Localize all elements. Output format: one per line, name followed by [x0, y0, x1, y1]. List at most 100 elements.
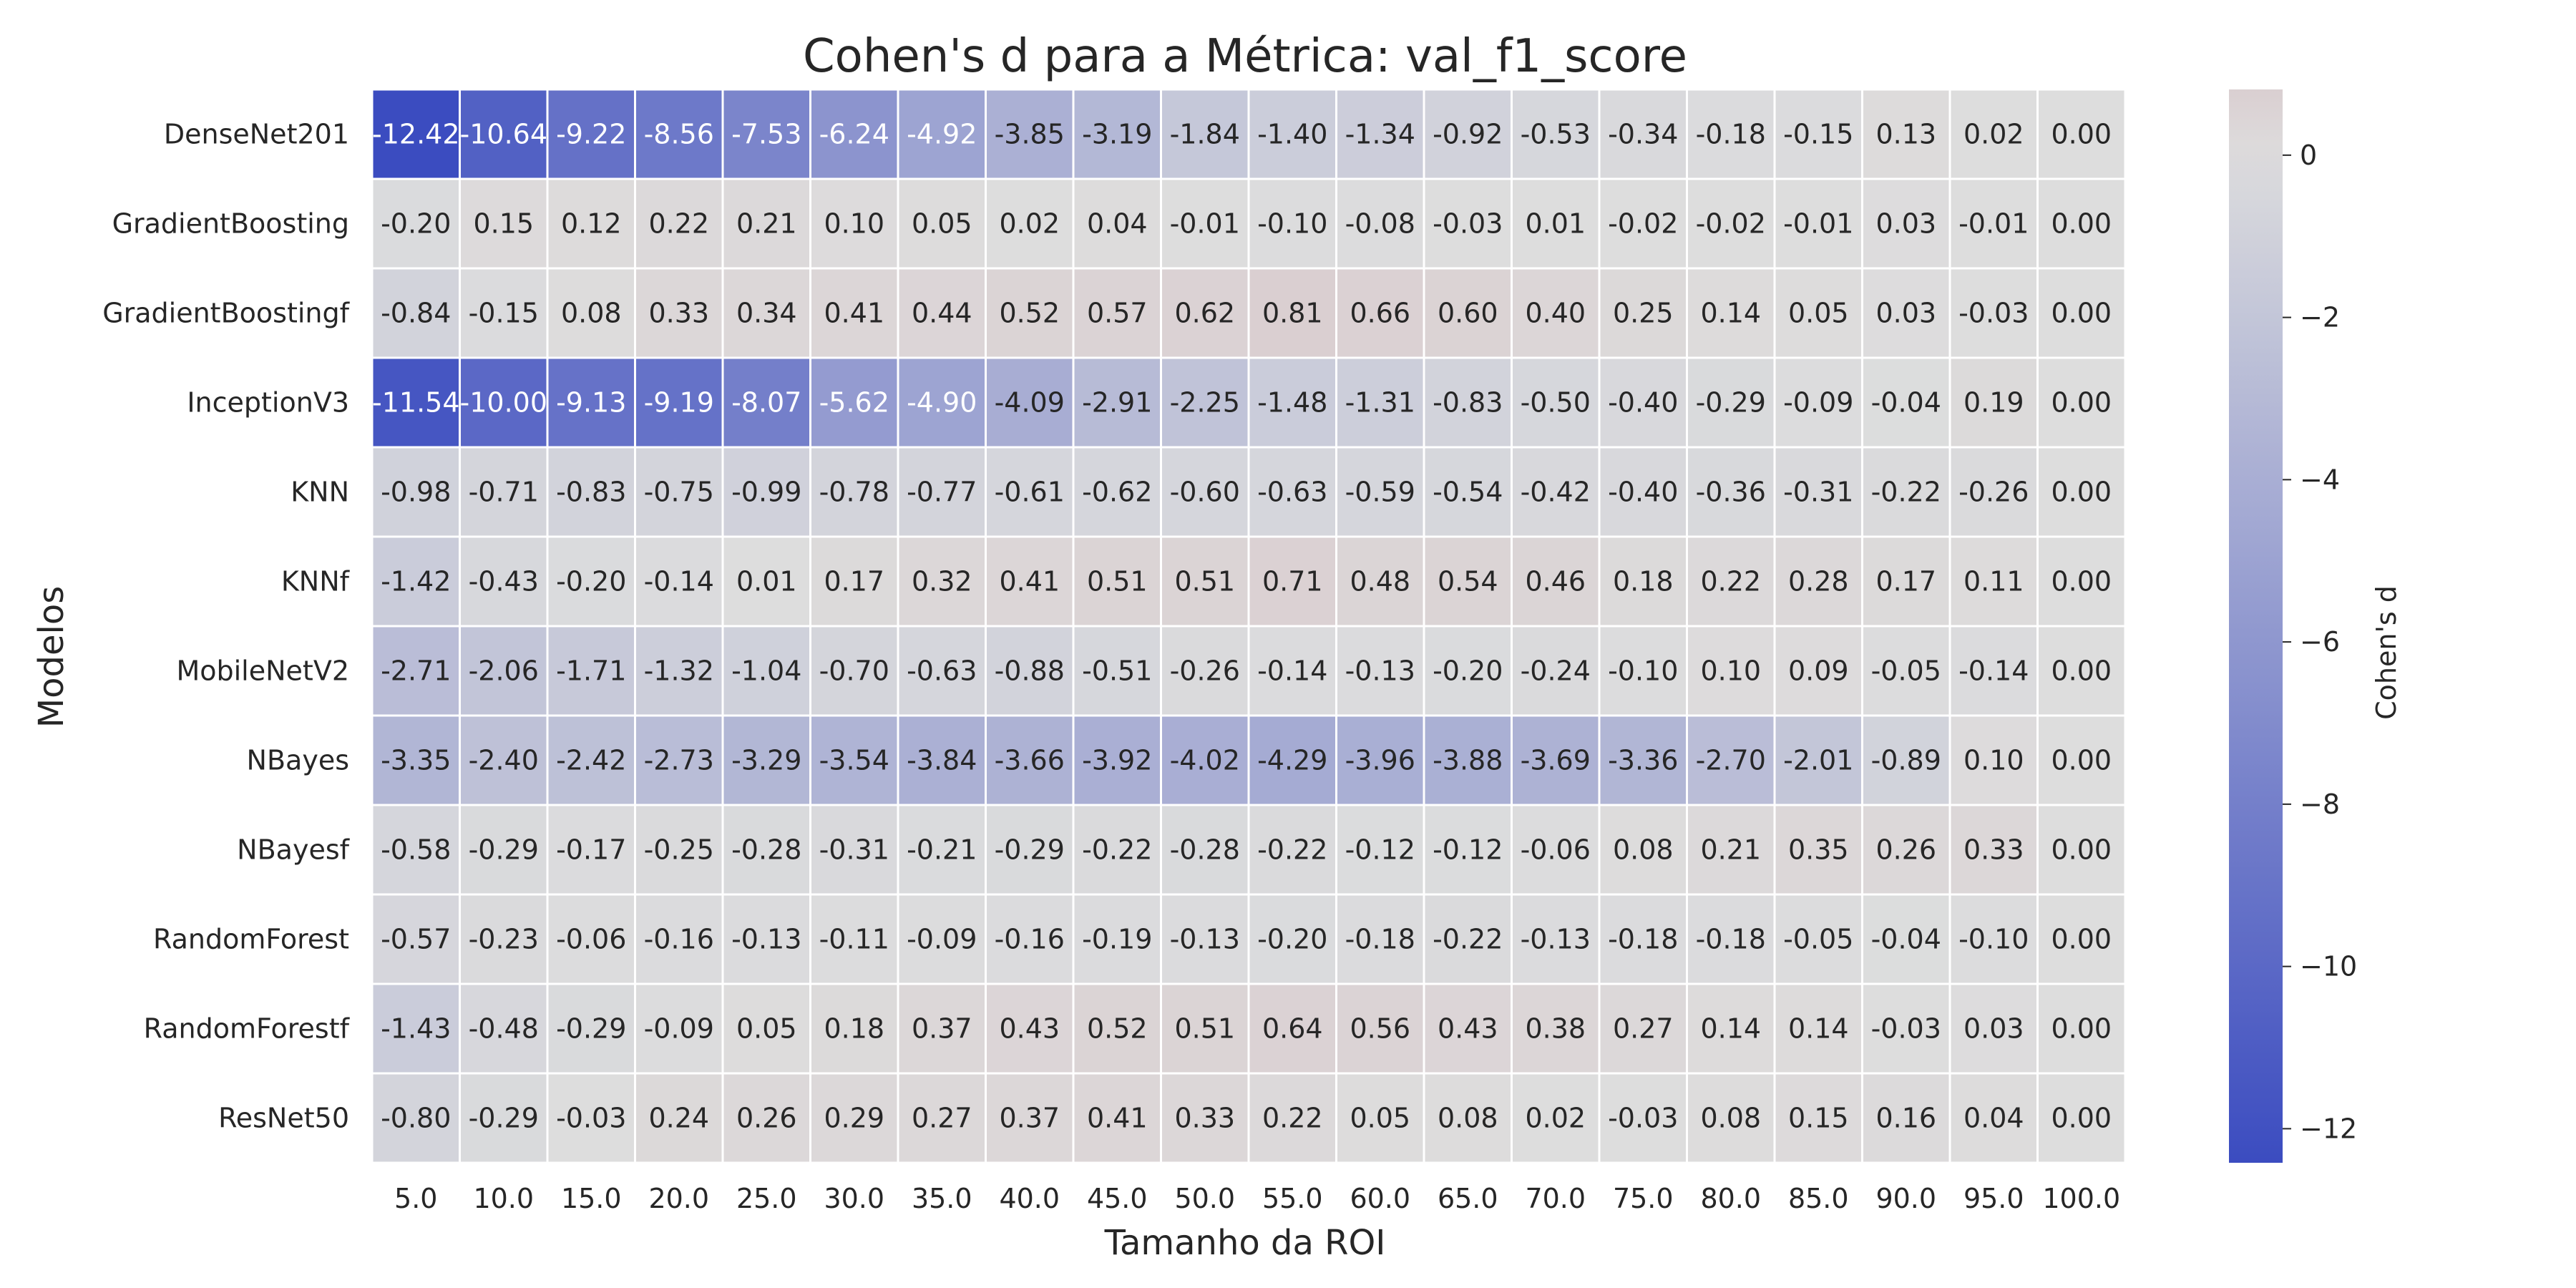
cell-value-label: -3.36 [1608, 745, 1678, 776]
x-tick-label: 100.0 [2042, 1183, 2120, 1214]
heatmap-cell [1598, 714, 1688, 806]
heatmap-cell [1948, 356, 2039, 449]
cell-value-label: 0.18 [824, 1013, 884, 1045]
cell-value-label: -0.40 [1608, 477, 1678, 508]
cell-value-label: -0.26 [1958, 477, 2029, 508]
cell-value-label: 0.00 [2051, 119, 2112, 150]
cell-value-label: -4.29 [1257, 745, 1327, 776]
cell-value-label: -0.02 [1608, 208, 1678, 240]
cell-value-label: 0.02 [1525, 1103, 1586, 1134]
cell-value-label: -0.09 [907, 924, 977, 955]
cell-value-label: 0.10 [1700, 655, 1761, 687]
heatmap-cell [1160, 714, 1250, 806]
cell-value-label: -0.13 [1170, 924, 1240, 955]
cell-value-label: -0.02 [1696, 208, 1766, 240]
cell-value-label: -0.20 [556, 566, 626, 597]
cell-value-label: -4.90 [907, 387, 977, 419]
cell-value-label: -0.20 [1433, 655, 1503, 687]
heatmap-cell [985, 625, 1075, 717]
heatmap-cell [1423, 893, 1513, 985]
cell-value-label: -2.01 [1783, 745, 1853, 776]
heatmap-cell [1948, 1072, 2039, 1164]
heatmap-cell [809, 1072, 899, 1164]
heatmap-cell [721, 267, 811, 359]
cell-value-label: -3.85 [995, 119, 1065, 150]
cell-value-label: -0.70 [819, 655, 889, 687]
cell-value-label: -0.57 [381, 924, 451, 955]
chart-title: Cohen's d para a Métrica: val_f1_score [803, 30, 1687, 83]
heatmap-cell [1511, 625, 1601, 717]
cell-value-label: -0.63 [1257, 477, 1327, 508]
heatmap-cell [459, 714, 549, 806]
cell-value-label: -12.42 [372, 119, 460, 150]
heatmap-cell [1072, 625, 1162, 717]
cell-value-label: 0.34 [736, 298, 797, 329]
cell-value-label: -1.34 [1345, 119, 1415, 150]
cell-value-label: 0.08 [1438, 1103, 1498, 1134]
cell-value-label: -3.54 [819, 745, 889, 776]
heatmap-cells: -12.42 -10.64 -9.22 -8.56 -7.53 -6.24 -4.92 -3.… [371, 88, 2127, 1164]
cell-value-label: -0.29 [1696, 387, 1766, 419]
cell-value-label: 0.00 [2051, 298, 2112, 329]
heatmap-cell [1247, 267, 1337, 359]
cell-value-label: -0.60 [1170, 477, 1240, 508]
x-tick-label: 75.0 [1613, 1183, 1674, 1214]
heatmap-cell [1072, 356, 1162, 449]
cell-value-label: -0.98 [381, 477, 451, 508]
heatmap-cell [459, 1072, 549, 1164]
cell-value-label: -0.54 [1433, 477, 1503, 508]
heatmap-cell [985, 267, 1075, 359]
cell-value-label: 0.00 [2051, 208, 2112, 240]
y-tick-label: DenseNet201 [164, 119, 349, 150]
cell-value-label: 0.00 [2051, 477, 2112, 508]
cell-value-label: 0.60 [1438, 298, 1498, 329]
heatmap-cell [1861, 446, 1951, 538]
cell-value-label: 0.01 [736, 566, 797, 597]
cell-value-label: -3.29 [731, 745, 801, 776]
cell-value-label: 0.02 [999, 208, 1060, 240]
cell-value-label: -0.34 [1608, 119, 1678, 150]
heatmap-cell [1072, 714, 1162, 806]
cell-value-label: -6.24 [819, 119, 889, 150]
heatmap-cell [1686, 267, 1776, 359]
heatmap-cell [897, 356, 987, 449]
cell-value-label: -0.13 [1345, 655, 1415, 687]
heatmap-cell [1686, 446, 1776, 538]
x-tick-label: 85.0 [1788, 1183, 1849, 1214]
y-tick-label: KNNf [281, 566, 351, 597]
heatmap-cell [809, 804, 899, 896]
cell-value-label: -1.04 [731, 655, 801, 687]
heatmap-cell [1511, 88, 1601, 180]
heatmap-cell [1948, 804, 2039, 896]
cell-value-label: -3.66 [995, 745, 1065, 776]
cell-value-label: -0.13 [731, 924, 801, 955]
heatmap-cell [1072, 893, 1162, 985]
cell-value-label: -0.29 [469, 1103, 539, 1134]
cell-value-label: -2.06 [469, 655, 539, 687]
colorbar-tick-label: 0 [2300, 140, 2317, 171]
heatmap-cell [1335, 356, 1425, 449]
x-tick-label: 5.0 [394, 1183, 437, 1214]
heatmap-cell [1948, 267, 2039, 359]
cell-value-label: 0.15 [473, 208, 534, 240]
cell-value-label: 0.10 [1963, 745, 2024, 776]
cell-value-label: -0.22 [1082, 834, 1152, 866]
cell-value-label: 0.00 [2051, 1103, 2112, 1134]
heatmap-cell [1511, 356, 1601, 449]
heatmap-cell [1948, 982, 2039, 1075]
cell-value-label: 0.54 [1438, 566, 1498, 597]
cell-value-label: -0.04 [1871, 387, 1941, 419]
heatmap-cell [1861, 88, 1951, 180]
cell-value-label: 0.51 [1174, 566, 1235, 597]
heatmap-cell [1335, 88, 1425, 180]
heatmap-cell [546, 177, 636, 270]
heatmap-cell [546, 714, 636, 806]
x-tick-label: 40.0 [999, 1183, 1060, 1214]
cell-value-label: -0.80 [381, 1103, 451, 1134]
heatmap-cell [985, 177, 1075, 270]
heatmap-cell [897, 982, 987, 1075]
cell-value-label: -0.40 [1608, 387, 1678, 419]
cell-value-label: -2.71 [381, 655, 451, 687]
heatmap-cell [546, 267, 636, 359]
